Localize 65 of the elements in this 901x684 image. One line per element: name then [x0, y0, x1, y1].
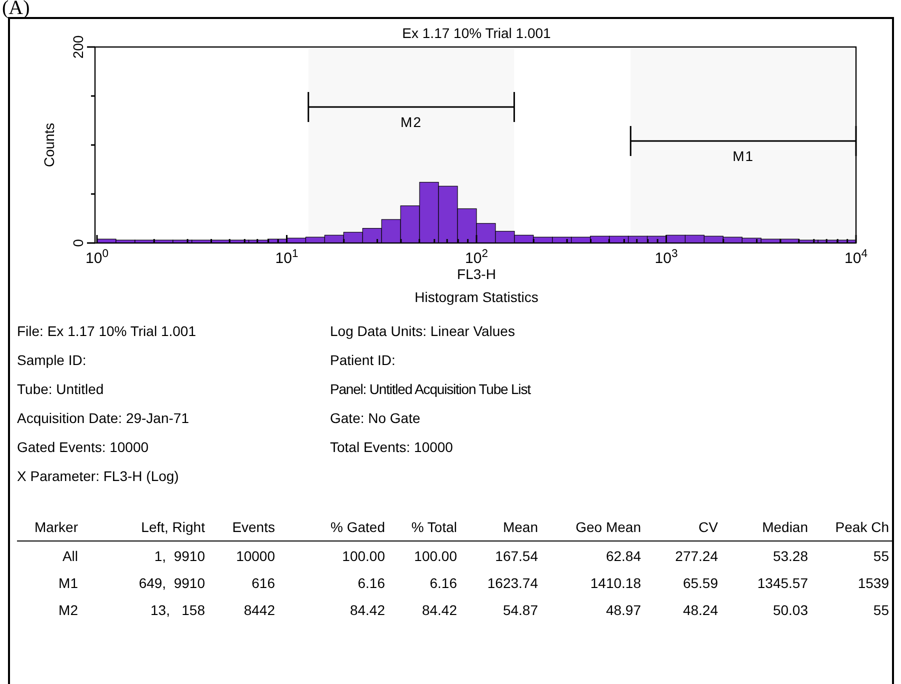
text: 1345.57: [757, 575, 808, 591]
text: 62.84: [606, 548, 642, 564]
text: Total Events: 10000: [330, 439, 454, 455]
text: 50.03: [772, 602, 808, 618]
text: Gated Events: 10000: [17, 439, 149, 455]
text: 55: [873, 602, 890, 618]
text: 54.87: [502, 602, 538, 618]
text: Events: [232, 519, 275, 535]
text: 48.24: [682, 602, 718, 618]
text: 649, 9910: [138, 575, 206, 591]
text: 1410.18: [590, 575, 642, 591]
text: 277.24: [675, 548, 718, 564]
text: Left, Right: [141, 519, 206, 535]
text: File: Ex 1.17 10% Trial 1.001: [17, 323, 196, 339]
text: M2: [58, 602, 78, 618]
text: Tube: Untitled: [17, 381, 104, 397]
x-tick-label: 10$^{2}$: [465, 248, 488, 267]
y-axis-title: Counts: [41, 122, 57, 168]
text: Gate: No Gate: [330, 410, 420, 426]
text: 100.00: [414, 548, 458, 564]
text: Peak Ch: [835, 519, 889, 535]
band-label: M2: [400, 114, 422, 130]
x-tick-label: 10$^{3}$: [654, 248, 678, 267]
text: Geo Mean: [576, 519, 641, 535]
text: 100.00: [342, 548, 386, 564]
text: All: [62, 548, 78, 564]
text: 55: [873, 548, 890, 564]
x-axis-title: FL3-H: [457, 266, 496, 282]
text: Marker: [34, 519, 78, 535]
text: 53.28: [772, 548, 808, 564]
text: X Parameter: FL3-H (Log): [17, 468, 179, 484]
text: Panel: Untitled Acquisition Tube List: [330, 381, 532, 397]
text: % Gated: [330, 519, 385, 535]
text: 6.16: [358, 575, 386, 591]
text: Patient ID:: [330, 352, 396, 368]
text: 10000: [236, 548, 276, 564]
text: Acquisition Date: 29-Jan-71: [17, 410, 190, 426]
text: 48.97: [606, 602, 642, 618]
text: 1623.74: [487, 575, 538, 591]
x-tick-label: 10$^{4}$: [844, 248, 868, 267]
text: Mean: [502, 519, 538, 535]
text: 84.42: [350, 602, 386, 618]
text: CV: [698, 519, 719, 535]
text: 616: [252, 575, 276, 591]
text: 8442: [244, 602, 276, 618]
text: % Total: [411, 519, 457, 535]
text: 167.54: [495, 548, 538, 564]
text: (A): [2, 0, 30, 19]
text: 84.42: [422, 602, 458, 618]
text: 1539: [858, 575, 890, 591]
y-tick-label: 0: [70, 238, 86, 247]
y-tick-label: 200: [70, 35, 86, 59]
text: Log Data Units: Linear Values: [330, 323, 515, 339]
text: 1, 9910: [154, 548, 206, 564]
chart-title: Ex 1.17 10% Trial 1.001: [402, 25, 552, 41]
band-label: M1: [732, 148, 754, 164]
text: Median: [762, 519, 808, 535]
text: 65.59: [682, 575, 718, 591]
x-tick-label: 10$^{0}$: [86, 248, 108, 267]
x-tick-label: 10$^{1}$: [275, 248, 298, 267]
text: Sample ID:: [17, 352, 86, 368]
text: 13, 158: [150, 602, 206, 618]
text: M1: [58, 575, 78, 591]
text: Histogram Statistics: [414, 289, 538, 305]
text: 6.16: [430, 575, 458, 591]
